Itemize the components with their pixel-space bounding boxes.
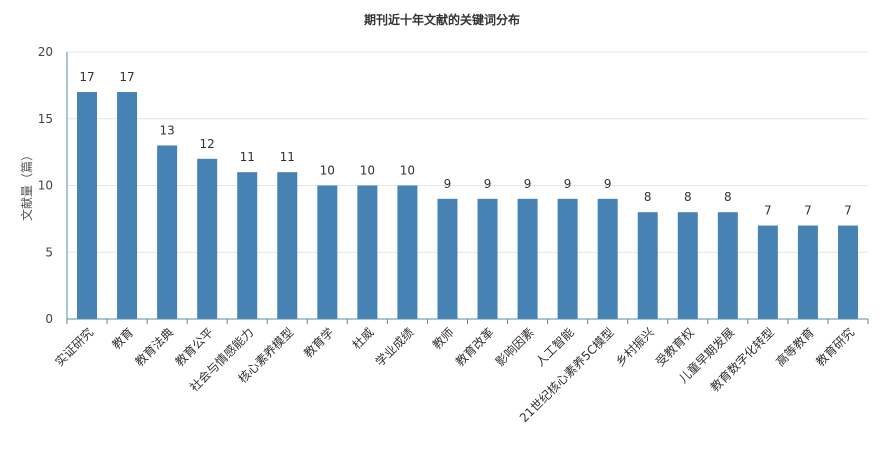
bar (277, 172, 298, 319)
x-tick-label: 实证研究 (52, 325, 97, 370)
bars (77, 92, 858, 319)
bar (677, 212, 698, 319)
bar (317, 185, 338, 319)
bar (477, 198, 498, 319)
data-label: 10 (360, 164, 375, 178)
bar (77, 92, 98, 319)
data-label: 9 (604, 177, 612, 191)
bar (837, 225, 858, 319)
data-label: 8 (644, 190, 652, 204)
x-tick-label: 教育研究 (813, 325, 858, 370)
data-label: 9 (524, 177, 532, 191)
x-tick-label: 学业成绩 (372, 325, 417, 370)
data-label: 17 (79, 70, 94, 84)
data-label: 8 (724, 190, 732, 204)
data-label: 10 (400, 164, 415, 178)
bar (117, 92, 138, 319)
bar (157, 145, 178, 319)
bar (637, 212, 658, 319)
data-label: 12 (200, 137, 215, 151)
data-label: 9 (564, 177, 572, 191)
bar (397, 185, 418, 319)
chart-title: 期刊近十年文献的关键词分布 (364, 12, 520, 27)
y-tick-label: 5 (45, 245, 53, 259)
y-axis-ticks: 0 5 10 15 20 (38, 45, 53, 326)
bar (357, 185, 378, 319)
bar (197, 158, 218, 319)
y-axis-label: 文献量（篇） (19, 149, 34, 221)
y-tick-label: 10 (38, 179, 53, 193)
x-tick-label: 高等教育 (772, 325, 817, 370)
x-tick-label: 教育改革 (452, 325, 497, 370)
x-tick-label: 教育 (109, 325, 137, 353)
x-tick-label: 教育法典 (132, 325, 177, 370)
data-label: 17 (119, 70, 134, 84)
y-tick-label: 15 (38, 112, 53, 126)
bar (597, 198, 618, 319)
x-tick-label: 影响因素 (492, 325, 537, 370)
bar (797, 225, 818, 319)
data-label: 13 (159, 123, 174, 137)
bar (557, 198, 578, 319)
y-tick-label: 20 (38, 45, 53, 59)
data-labels: 17 17 13 12 11 11 10 10 10 9 9 9 9 9 8 8 8 7 7 7 (79, 70, 851, 218)
bar (237, 172, 258, 319)
data-label: 11 (240, 150, 255, 164)
data-label: 9 (444, 177, 452, 191)
data-label: 10 (320, 164, 335, 178)
y-tick-label: 0 (45, 312, 53, 326)
data-label: 8 (684, 190, 692, 204)
data-label: 7 (764, 204, 772, 218)
data-label: 7 (804, 204, 812, 218)
bar (717, 212, 738, 319)
bar (437, 198, 458, 319)
data-label: 7 (844, 204, 852, 218)
grid-lines (67, 51, 868, 253)
x-tick-label: 杜威 (349, 325, 377, 353)
data-label: 9 (484, 177, 492, 191)
x-tick-label: 教师 (429, 325, 457, 353)
data-label: 11 (280, 150, 295, 164)
bar (517, 198, 538, 319)
x-tick-label: 教育学 (300, 325, 336, 361)
bar (757, 225, 778, 319)
x-tick-label: 乡村振兴 (613, 325, 657, 369)
